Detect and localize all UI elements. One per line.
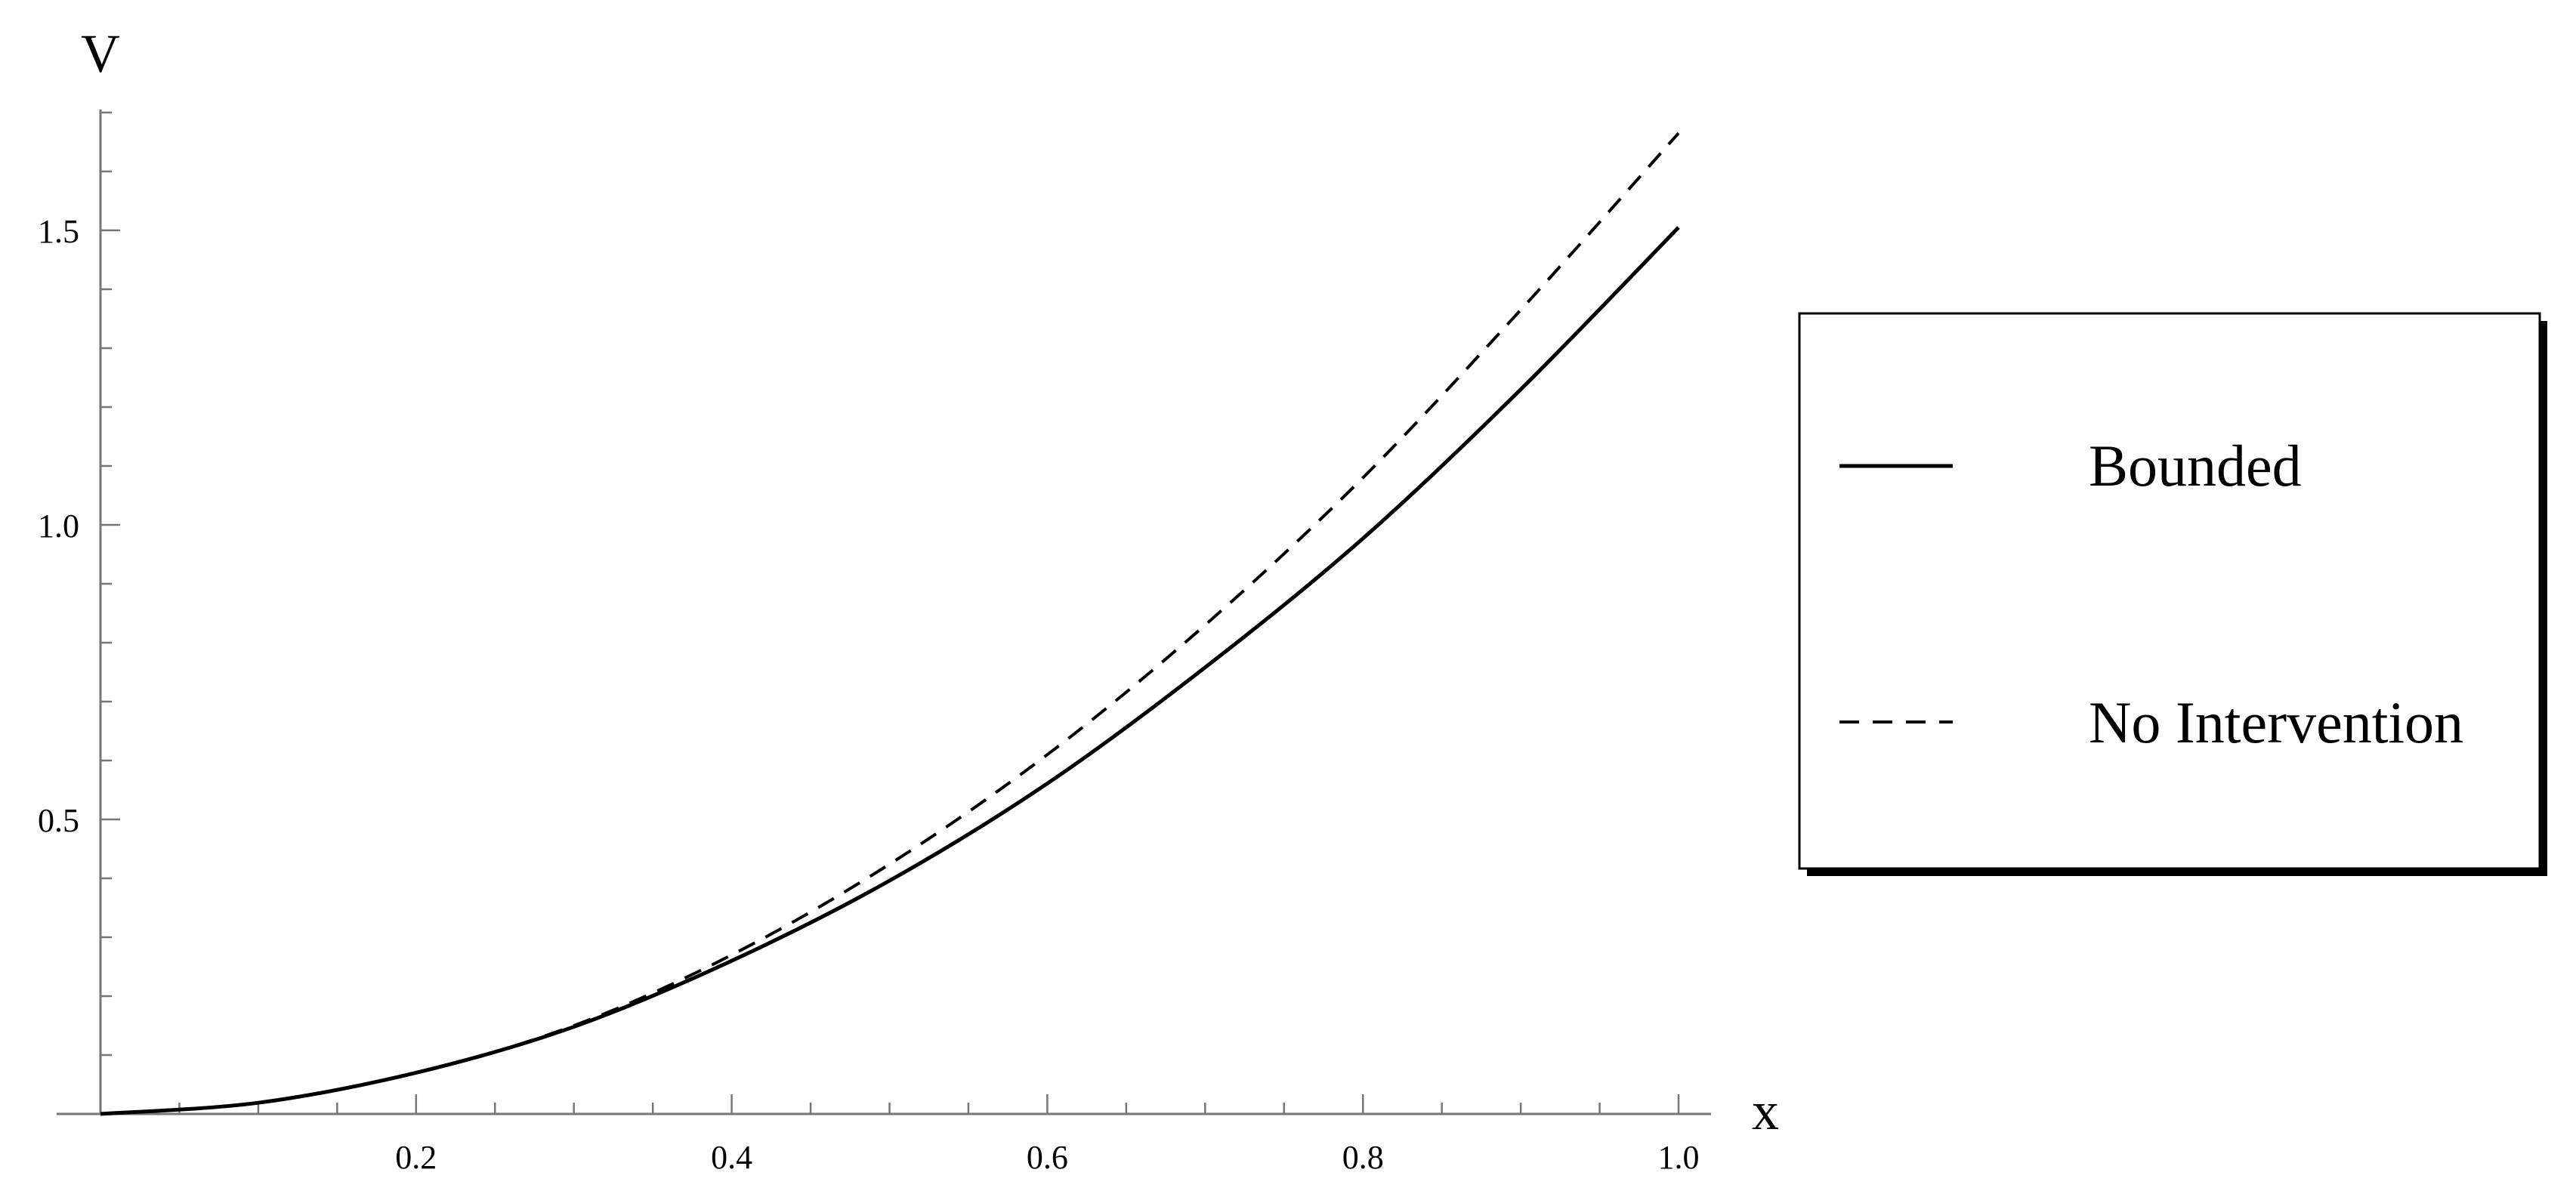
- x-tick-label: 0.6: [1027, 1139, 1068, 1176]
- series-line-bounded: [100, 226, 1680, 1116]
- x-axis-label: x: [1752, 1081, 1779, 1141]
- x-tick-label: 0.4: [711, 1139, 752, 1176]
- legend-label-no-intervention: No Intervention: [2089, 690, 2463, 755]
- legend-box: [1798, 312, 2541, 870]
- y-tick-label: 1.0: [38, 508, 79, 545]
- series-lines: [100, 131, 1680, 1116]
- y-tick-label: 1.5: [38, 213, 79, 250]
- legend: Bounded No Intervention: [1798, 312, 2547, 876]
- legend-label-bounded: Bounded: [2089, 433, 2302, 498]
- x-tick-label: 0.2: [395, 1139, 437, 1176]
- x-ticks: 0.2 0.4 0.6 0.8 1.0: [178, 1094, 1700, 1176]
- y-tick-label: 0.5: [38, 802, 79, 839]
- x-tick-label: 1.0: [1658, 1139, 1700, 1176]
- y-ticks: 0.5 1.0 1.5: [38, 111, 120, 1057]
- y-axis-label: V: [81, 23, 120, 84]
- series-line-no-intervention: [100, 131, 1680, 1115]
- x-tick-label: 0.8: [1342, 1139, 1384, 1176]
- plot-area: 0.2 0.4 0.6 0.8 1.0 0.5 1.0 1.5 x V: [38, 23, 1779, 1176]
